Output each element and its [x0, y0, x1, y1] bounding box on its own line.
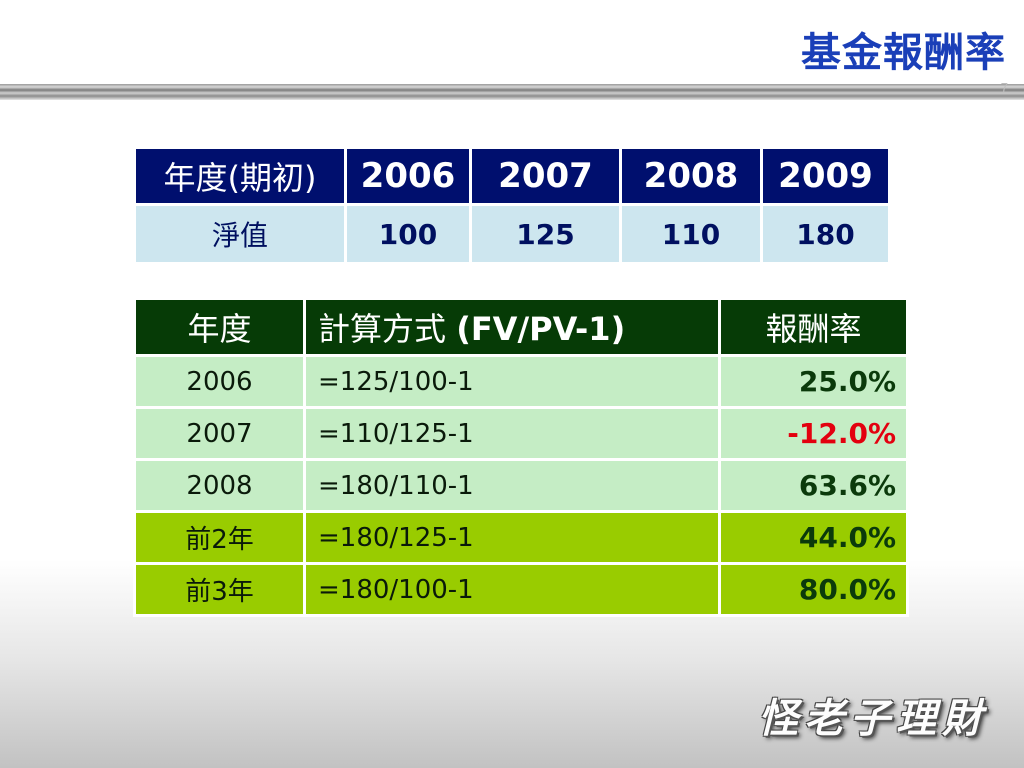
return-header-method: 計算方式 (FV/PV-1)	[303, 297, 721, 357]
nav-header-label: 年度(期初)	[133, 146, 347, 206]
return-formula: =180/125-1	[303, 510, 721, 565]
nav-header-year: 2006	[344, 146, 472, 206]
table-row: 2006 =125/100-1 25.0%	[133, 354, 909, 409]
return-period: 2007	[133, 406, 306, 461]
slide-title: 基金報酬率	[801, 30, 1006, 76]
return-period: 2008	[133, 458, 306, 513]
table-row: 前2年 =180/125-1 44.0%	[133, 510, 909, 565]
return-formula: =125/100-1	[303, 354, 721, 409]
nav-header-year: 2007	[469, 146, 622, 206]
title-divider	[0, 84, 1024, 100]
return-formula: =110/125-1	[303, 406, 721, 461]
nav-value: 110	[619, 203, 763, 265]
table-row: 前3年 =180/100-1 80.0%	[133, 562, 909, 617]
return-rate: 80.0%	[718, 562, 909, 617]
return-period: 2006	[133, 354, 306, 409]
return-table: 年度 計算方式 (FV/PV-1) 報酬率 2006 =125/100-1 25…	[133, 297, 909, 617]
return-rate: 25.0%	[718, 354, 909, 409]
return-header-year: 年度	[133, 297, 306, 357]
return-rate: 44.0%	[718, 510, 909, 565]
return-header-rate: 報酬率	[718, 297, 909, 357]
return-table-header-row: 年度 計算方式 (FV/PV-1) 報酬率	[133, 297, 909, 357]
brand-logo: 怪老子理財	[758, 695, 988, 742]
nav-value: 100	[344, 203, 472, 265]
return-period: 前3年	[133, 562, 306, 617]
return-formula: =180/110-1	[303, 458, 721, 513]
nav-table-value-row: 淨值 100 125 110 180	[133, 203, 891, 265]
nav-table: 年度(期初) 2006 2007 2008 2009 淨值 100 125 11…	[133, 146, 891, 265]
page-number: 7	[1000, 80, 1008, 95]
nav-header-year: 2008	[619, 146, 763, 206]
return-header-method-formula: (FV/PV-1)	[456, 310, 626, 348]
return-rate: 63.6%	[718, 458, 909, 513]
nav-table-header-row: 年度(期初) 2006 2007 2008 2009	[133, 146, 891, 206]
nav-value: 125	[469, 203, 622, 265]
return-formula: =180/100-1	[303, 562, 721, 617]
table-row: 2007 =110/125-1 -12.0%	[133, 406, 909, 461]
return-rate-negative: -12.0%	[718, 406, 909, 461]
return-period: 前2年	[133, 510, 306, 565]
return-header-method-prefix: 計算方式	[318, 310, 457, 348]
nav-value: 180	[760, 203, 891, 265]
nav-header-year: 2009	[760, 146, 891, 206]
nav-row-label: 淨值	[133, 203, 347, 265]
table-row: 2008 =180/110-1 63.6%	[133, 458, 909, 513]
